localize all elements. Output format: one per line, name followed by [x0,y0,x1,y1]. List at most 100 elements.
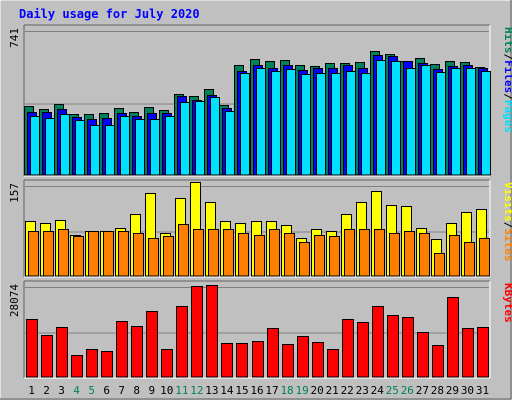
bar-kbytes-day-1 [26,319,38,378]
bar-kbytes-day-19 [297,336,309,378]
panel-visits-bars [25,182,490,277]
bar-sites-day-7 [118,231,129,277]
panel-hits-bars [24,51,491,176]
bar-pages-day-4 [75,120,85,176]
x-tick-day-24: 24 [371,384,385,397]
bar-kbytes-day-25 [387,315,399,378]
bar-kbytes-day-28 [432,345,444,378]
x-tick-day-28: 28 [431,384,444,397]
chart-panels: 741Hits/Files/Pages157Visits/Sites28074K… [8,24,512,379]
bar-sites-day-11 [178,224,189,277]
bar-pages-day-21 [331,73,341,176]
panel-visits-legend-label: Visits/Sites [502,182,512,262]
bar-kbytes-day-17 [267,328,279,378]
bar-sites-day-12 [193,229,204,277]
x-tick-day-18: 18 [280,384,293,397]
bar-sites-day-17 [269,229,280,277]
bar-pages-day-8 [135,119,145,176]
legend-part-1: / [502,54,512,61]
bar-pages-day-29 [451,68,461,176]
bar-sites-day-1 [28,231,39,277]
bar-kbytes-day-8 [131,326,143,378]
bar-kbytes-day-23 [357,322,369,378]
x-tick-day-30: 30 [461,384,474,397]
bar-sites-day-16 [254,235,265,277]
x-tick-day-16: 16 [250,384,263,397]
bar-pages-day-5 [90,125,100,176]
bar-kbytes-day-26 [402,317,414,378]
bar-kbytes-day-18 [282,344,294,378]
bar-sites-day-5 [88,231,99,277]
bar-kbytes-day-10 [161,349,173,378]
x-tick-day-20: 20 [311,384,324,397]
x-tick-day-2: 2 [43,384,50,397]
bar-kbytes-day-16 [252,341,264,378]
bar-pages-day-22 [346,71,356,176]
x-tick-day-19: 19 [295,384,308,397]
x-tick-day-6: 6 [103,384,110,397]
panel-visits-ymax-label: 157 [8,183,21,203]
bar-kbytes-day-6 [101,351,113,378]
bar-kbytes-day-30 [462,328,474,378]
x-tick-day-8: 8 [133,384,140,397]
bar-pages-day-15 [240,73,250,176]
bar-sites-day-14 [223,229,234,277]
bar-sites-day-20 [314,235,325,277]
bar-kbytes-day-13 [206,285,218,378]
bar-sites-day-30 [464,242,475,277]
panel-kbytes-bars [26,285,489,378]
bar-sites-day-2 [43,231,54,277]
bar-sites-day-21 [329,236,340,277]
bar-sites-day-18 [284,233,295,277]
bar-kbytes-day-14 [221,343,233,378]
bar-sites-day-8 [133,233,144,277]
bar-sites-day-13 [208,229,219,277]
x-tick-labels: 1 2 3 4 5 6 7 8 9 10 11 12 13 14 15 16 17 18 19 20 21 22 23 24 2… [28,384,489,397]
panel-hits-legend-label: Hits/Files/Pages [502,27,512,133]
bar-kbytes-day-5 [86,349,98,378]
bar-pages-day-24 [376,60,386,176]
x-tick-day-7: 7 [118,384,125,397]
legend-part-0: Visits [502,182,512,222]
bar-pages-day-3 [60,114,70,176]
panel-kbytes-legend-label: KBytes [502,283,512,323]
bar-sites-day-31 [479,238,490,277]
bar-pages-day-18 [286,69,296,176]
x-tick-day-31: 31 [476,384,489,397]
x-tick-day-27: 27 [416,384,429,397]
chart-title: Daily usage for July 2020 [19,7,200,21]
x-tick-day-29: 29 [446,384,459,397]
bar-pages-day-30 [466,68,476,176]
x-tick-day-4: 4 [73,384,80,397]
x-tick-day-23: 23 [356,384,369,397]
bar-kbytes-day-9 [146,311,158,378]
bar-pages-day-23 [361,73,371,176]
bar-pages-day-10 [165,116,175,176]
bar-pages-day-9 [150,119,160,176]
bar-kbytes-day-4 [71,355,83,378]
bar-sites-day-26 [404,231,415,277]
bar-pages-day-19 [301,74,311,176]
x-tick-day-13: 13 [205,384,218,397]
legend-part-1: / [502,222,512,229]
legend-part-2: Files [502,60,512,93]
x-tick-day-5: 5 [88,384,95,397]
bar-sites-day-19 [299,242,310,277]
bar-sites-day-22 [344,229,355,277]
x-tick-day-21: 21 [326,384,339,397]
legend-part-3: / [502,93,512,100]
bar-kbytes-day-15 [236,343,248,378]
x-tick-day-1: 1 [28,384,35,397]
bar-sites-day-29 [449,235,460,277]
legend-part-0: KBytes [502,283,512,323]
bar-pages-day-28 [436,72,446,176]
bar-sites-day-6 [103,231,114,277]
bar-sites-day-28 [434,253,445,277]
bar-kbytes-day-24 [372,306,384,378]
x-tick-day-11: 11 [175,384,188,397]
bar-kbytes-day-22 [342,319,354,378]
bar-pages-day-16 [256,68,266,176]
bar-sites-day-4 [73,236,84,277]
